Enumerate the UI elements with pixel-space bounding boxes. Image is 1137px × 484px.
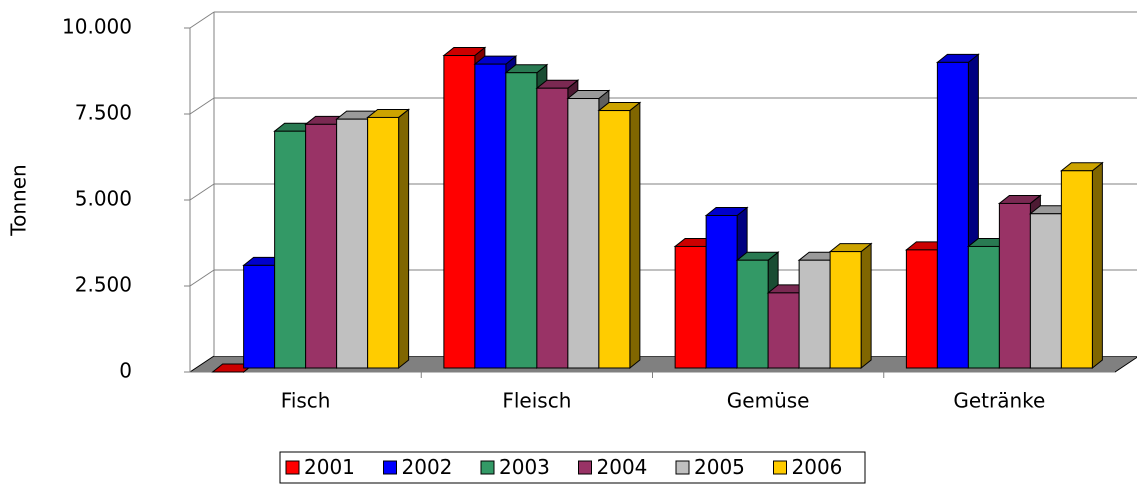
bar-front xyxy=(443,55,476,369)
bar-front xyxy=(336,118,369,369)
bar-front xyxy=(736,259,769,369)
bar-front xyxy=(305,123,338,369)
y-tick-label: 7.500 xyxy=(75,101,132,125)
legend-label: 2001 xyxy=(304,455,355,479)
grid-line xyxy=(189,269,215,287)
bar-front xyxy=(967,245,1000,369)
bar-front xyxy=(1029,213,1062,369)
legend-box xyxy=(279,451,866,484)
bar-front xyxy=(829,251,862,369)
legend-swatch xyxy=(480,460,495,475)
legend-swatch xyxy=(675,460,690,475)
bar-side xyxy=(398,108,410,370)
y-tick-label: 0 xyxy=(119,359,132,383)
bar-side xyxy=(629,101,641,370)
bar-front xyxy=(505,72,538,369)
bar-side xyxy=(1091,161,1103,370)
bar-front xyxy=(474,63,507,369)
bar-front xyxy=(674,245,707,369)
y-tick-label: 5.000 xyxy=(75,187,132,211)
bar-side xyxy=(860,242,872,370)
bar-front xyxy=(905,249,938,369)
bar-front xyxy=(705,214,738,369)
y-tick-label: 10.000 xyxy=(62,15,132,39)
bar-front xyxy=(1060,170,1093,369)
legend-label: 2006 xyxy=(792,455,843,479)
bar xyxy=(597,101,642,370)
legend-swatch xyxy=(285,460,300,475)
bar-front xyxy=(798,259,831,369)
legend-label: 2002 xyxy=(402,455,453,479)
legend-label: 2004 xyxy=(597,455,648,479)
x-tick-label: Fisch xyxy=(281,389,331,413)
bar-front xyxy=(274,130,307,369)
bar-front xyxy=(598,110,631,369)
x-tick-label: Getränke xyxy=(953,389,1045,413)
bar xyxy=(935,53,980,370)
bar-front xyxy=(567,98,600,369)
grid-line xyxy=(189,11,215,29)
legend-swatch xyxy=(383,460,397,475)
bar-front xyxy=(243,264,276,369)
bar-front xyxy=(936,61,969,369)
bar-front xyxy=(998,202,1031,369)
legend-swatch xyxy=(773,460,787,475)
legend-swatch xyxy=(578,460,592,475)
bar xyxy=(366,108,411,370)
legend-label: 2003 xyxy=(499,455,550,479)
x-tick-label: Gemüse xyxy=(727,389,810,413)
grid-line xyxy=(189,183,215,201)
legend-label: 2005 xyxy=(694,455,745,479)
grid-line xyxy=(189,97,215,115)
bar xyxy=(1059,161,1104,370)
y-tick-label: 2.500 xyxy=(75,273,132,297)
bar-front xyxy=(536,87,569,369)
bar xyxy=(704,206,749,370)
bar xyxy=(828,242,873,370)
bar-front xyxy=(767,292,800,369)
bar-front xyxy=(367,116,400,369)
y-axis-label: Tonnen xyxy=(7,164,31,236)
x-tick-label: Fleisch xyxy=(502,389,571,413)
